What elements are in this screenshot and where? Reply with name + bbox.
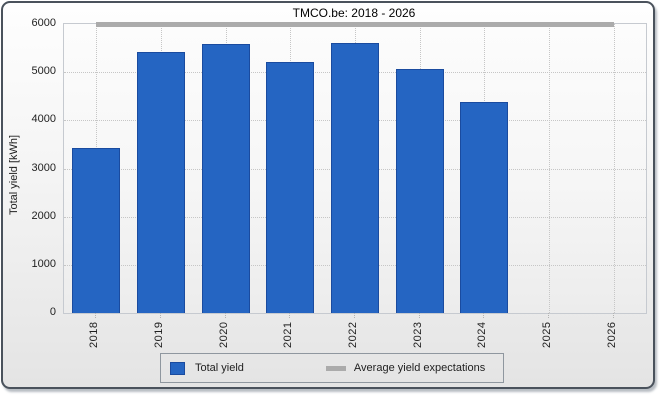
axis-tick <box>354 313 355 318</box>
v-gridline <box>549 24 550 313</box>
x-tick-label: 2018 <box>88 321 101 348</box>
average-yield-line <box>96 22 614 27</box>
x-tick-label: 2021 <box>282 321 295 348</box>
y-tick-label: 3000 <box>31 161 56 174</box>
bar-2021[interactable] <box>266 62 315 313</box>
total-yield-swatch-icon <box>170 361 185 375</box>
x-tick-label: 2026 <box>605 321 618 348</box>
bar-2020[interactable] <box>201 44 250 313</box>
y-tick-label: 6000 <box>31 17 56 29</box>
bar-2024[interactable] <box>460 102 509 313</box>
y-tick-label: 1000 <box>31 257 56 270</box>
bar-2019[interactable] <box>137 51 185 313</box>
x-tick-label: 2020 <box>217 321 230 348</box>
chart-legend: Total yield Average yield expectations <box>160 353 504 383</box>
bar-2018[interactable] <box>72 148 121 313</box>
y-tick-label: 5000 <box>31 65 56 78</box>
y-tick-label: 2000 <box>31 209 56 222</box>
v-gridline <box>613 24 615 313</box>
axis-tick <box>95 313 97 318</box>
legend-label-total-yield: Total yield <box>195 362 244 374</box>
bar-2022[interactable] <box>331 43 379 313</box>
axis-tick <box>224 313 226 318</box>
legend-label-average-yield: Average yield expectations <box>353 362 486 374</box>
axis-tick <box>418 313 420 318</box>
x-tick-label: 2025 <box>541 321 553 348</box>
axis-tick <box>612 313 614 318</box>
x-tick-label: 2019 <box>153 321 165 348</box>
y-tick-label: 0 <box>49 306 56 318</box>
chart-title: TMCO.be: 2018 - 2026 <box>292 6 416 20</box>
axis-tick <box>483 313 485 318</box>
plot-area <box>63 22 647 314</box>
y-tick-label: 4000 <box>31 113 56 126</box>
bar-2023[interactable] <box>395 69 444 313</box>
x-tick-label: 2023 <box>411 321 424 348</box>
x-tick-label: 2024 <box>476 321 489 348</box>
average-line-swatch-icon <box>325 365 346 371</box>
axis-tick <box>160 313 161 318</box>
axis-tick <box>289 313 291 318</box>
x-tick-label: 2022 <box>347 321 359 348</box>
axis-tick <box>548 313 549 318</box>
